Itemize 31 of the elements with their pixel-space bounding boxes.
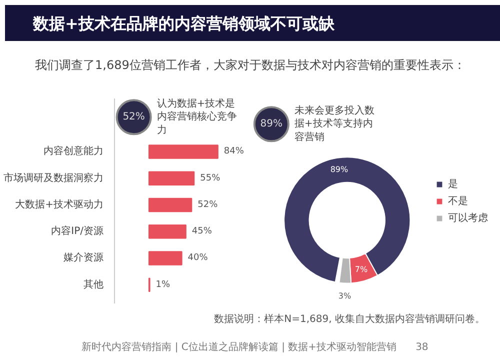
bar bbox=[148, 198, 192, 212]
data-label: 7% bbox=[354, 264, 368, 274]
data-label: 1% bbox=[156, 280, 171, 290]
data-label: 3% bbox=[338, 291, 352, 300]
bar bbox=[148, 144, 218, 159]
text: 52% bbox=[122, 112, 145, 123]
bar bbox=[148, 171, 195, 186]
y-tick-label: 媒介资源 bbox=[64, 252, 104, 264]
text: 未来会更多投入数据+技术等支持内容营销 bbox=[294, 104, 374, 143]
data-label: 45% bbox=[192, 226, 212, 237]
legend-label: 可以考虑 bbox=[448, 212, 488, 224]
y-tick-label: 其他 bbox=[84, 278, 104, 290]
bar bbox=[148, 251, 182, 266]
data-label: 89% bbox=[330, 165, 349, 174]
chart-title: 数据+技术在品牌的内容营销领域不可或缺 bbox=[33, 13, 334, 35]
legend-label: 是 bbox=[448, 178, 459, 190]
data-label: 40% bbox=[188, 253, 208, 264]
data-label: 84% bbox=[224, 146, 244, 157]
text: 我们调查了1,689位营销工作者，大家对于数据与技术对内容营销的重要性表示： bbox=[35, 57, 466, 73]
y-tick-label: 市场调研及数据洞察力 bbox=[4, 172, 104, 184]
data-label: 55% bbox=[200, 173, 221, 184]
text: 新时代内容营销指南 | C位出道之品牌解读篇 | 数据+技术驱动智能营销 38 bbox=[82, 342, 428, 353]
y-tick-label: 内容创意能力 bbox=[44, 145, 104, 158]
text: 数据说明：样本N=1,689, 收集自大数据内容营销调研问卷。 bbox=[214, 313, 485, 327]
y-tick-label: 内容IP/资源 bbox=[51, 225, 104, 238]
text: 89% bbox=[260, 118, 283, 130]
data-label: 52% bbox=[198, 200, 218, 210]
text: 认为数据+技术是内容营销核心竞争力 bbox=[156, 97, 237, 136]
y-tick-label: 大数据+技术驱动力 bbox=[15, 198, 104, 210]
bar bbox=[148, 224, 186, 239]
legend-label: 不是 bbox=[448, 194, 468, 208]
